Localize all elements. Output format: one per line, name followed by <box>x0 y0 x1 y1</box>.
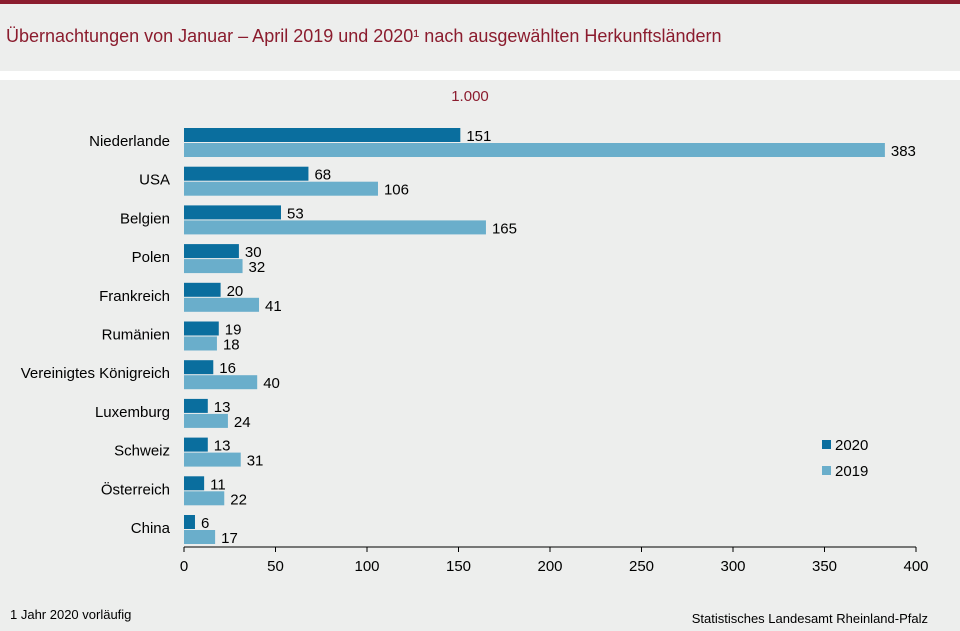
data-label: 30 <box>245 244 262 261</box>
data-label: 13 <box>214 399 231 416</box>
bar-2019 <box>184 530 216 544</box>
bar-2019 <box>184 297 260 312</box>
category-label: Luxemburg <box>95 404 170 421</box>
bar-2019 <box>184 452 241 467</box>
bar-2019 <box>184 491 225 506</box>
chart-title: Übernachtungen von Januar – April 2019 u… <box>6 26 722 46</box>
bar-2019 <box>184 259 243 274</box>
x-tick-label: 100 <box>354 558 379 575</box>
legend-label-2020: 2020 <box>835 437 868 454</box>
x-tick-label: 150 <box>446 558 471 575</box>
category-label: Belgien <box>120 210 170 227</box>
top-accent-bar <box>0 0 960 4</box>
category-label: Rumänien <box>102 327 170 344</box>
data-label: 32 <box>249 259 266 276</box>
title-separator <box>0 71 960 80</box>
x-tick-label: 300 <box>720 558 745 575</box>
legend-swatch-2019 <box>822 466 831 475</box>
data-label: 18 <box>223 337 240 354</box>
bar-2020 <box>184 360 214 375</box>
x-tick-label: 0 <box>180 558 188 575</box>
data-label: 24 <box>234 414 251 431</box>
data-label: 68 <box>314 167 331 184</box>
data-label: 20 <box>227 283 244 300</box>
bar-2019 <box>184 413 228 428</box>
bar-2019 <box>184 143 885 157</box>
data-label: 31 <box>247 453 264 470</box>
data-label: 13 <box>214 438 231 455</box>
data-label: 53 <box>287 205 304 222</box>
bar-2020 <box>184 515 195 529</box>
data-label: 6 <box>201 515 209 532</box>
data-label: 19 <box>225 322 242 339</box>
data-label: 22 <box>230 491 247 508</box>
data-label: 17 <box>221 530 238 547</box>
bar-2020 <box>184 166 309 181</box>
data-label: 165 <box>492 220 517 237</box>
data-label: 40 <box>263 375 280 392</box>
category-label: Niederlande <box>89 133 170 150</box>
bar-2019 <box>184 181 378 196</box>
x-tick-label: 350 <box>812 558 837 575</box>
data-label: 16 <box>219 360 236 377</box>
category-label: Polen <box>132 249 170 266</box>
category-label: USA <box>139 172 170 189</box>
bar-2020 <box>184 128 461 142</box>
bar-2020 <box>184 282 221 297</box>
bar-2020 <box>184 205 281 220</box>
x-tick-label: 400 <box>903 558 928 575</box>
bar-2020 <box>184 476 205 491</box>
category-label: Frankreich <box>99 288 170 305</box>
data-label: 41 <box>265 298 282 315</box>
bar-2020 <box>184 437 208 452</box>
bar-2019 <box>184 220 486 235</box>
category-label: Schweiz <box>114 443 170 460</box>
category-label: China <box>131 520 171 537</box>
legend-swatch-2020 <box>822 440 831 449</box>
bar-2020 <box>184 321 219 336</box>
data-label: 383 <box>891 143 916 160</box>
data-label: 106 <box>384 182 409 199</box>
bar-2019 <box>184 375 258 390</box>
legend-label-2019: 2019 <box>835 463 868 480</box>
bar-2019 <box>184 336 217 351</box>
source-credit: Statistisches Landesamt Rheinland-Pfalz <box>691 611 928 626</box>
category-label: Österreich <box>101 480 170 498</box>
bar-2020 <box>184 398 208 413</box>
category-label: Vereinigtes Königreich <box>21 365 170 382</box>
x-tick-label: 200 <box>537 558 562 575</box>
unit-label: 1.000 <box>451 88 489 105</box>
x-tick-label: 50 <box>267 558 284 575</box>
data-label: 11 <box>210 476 226 493</box>
x-tick-label: 250 <box>629 558 654 575</box>
footnote: 1 Jahr 2020 vorläufig <box>10 607 132 622</box>
bar-2020 <box>184 244 239 259</box>
data-label: 151 <box>466 128 491 145</box>
